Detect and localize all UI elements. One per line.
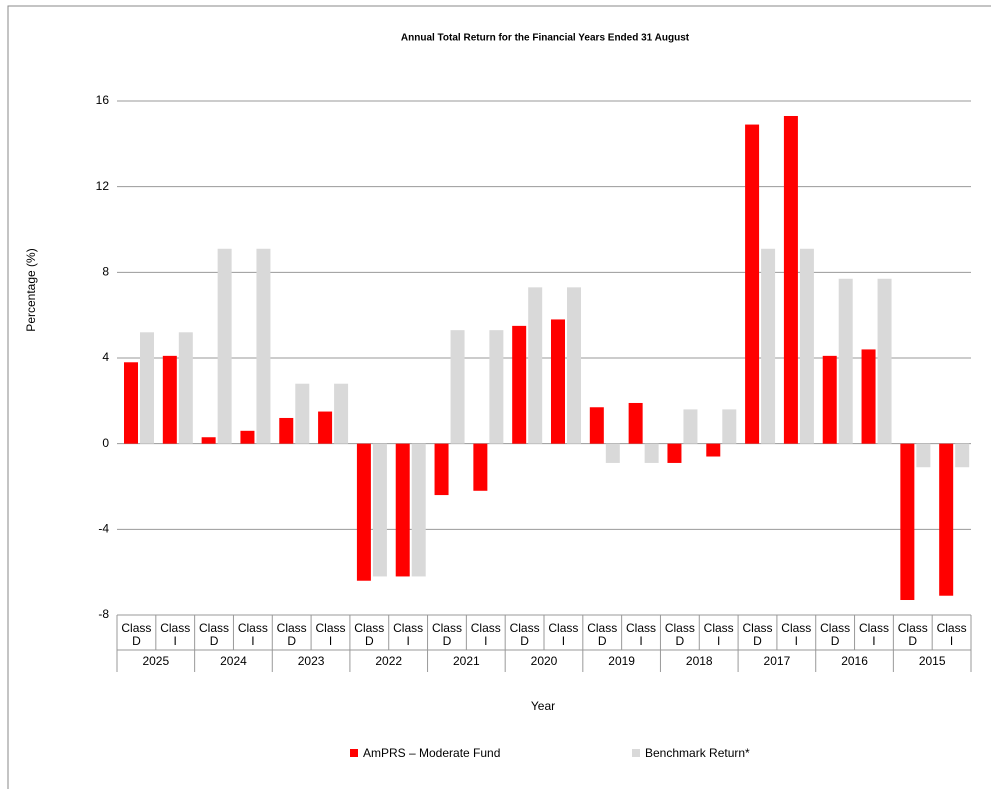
y-tick-label: -4 <box>98 522 109 536</box>
x-tick-label: Class I <box>393 621 424 648</box>
x-tick-label: Class I <box>703 621 734 648</box>
bar <box>162 355 177 444</box>
bar <box>628 402 643 444</box>
bar <box>799 248 814 444</box>
x-tick-label: Class I <box>626 621 657 648</box>
bar <box>644 443 659 463</box>
bar <box>783 115 798 444</box>
bar <box>900 443 915 601</box>
x-tick-label: Class I <box>548 621 579 648</box>
legend-swatch <box>350 749 358 757</box>
y-axis-label: Percentage (%) <box>24 248 38 331</box>
x-group-label: 2023 <box>298 654 325 668</box>
x-group-label: 2024 <box>220 654 247 668</box>
x-group-label: 2018 <box>686 654 713 668</box>
x-tick-label: Class D <box>354 621 385 648</box>
bar <box>256 248 271 444</box>
x-tick-label: Class D <box>509 621 540 648</box>
x-tick-label: Class I <box>160 621 191 648</box>
bar <box>605 443 620 463</box>
x-group-label: 2017 <box>764 654 791 668</box>
y-tick-label: 12 <box>96 179 110 193</box>
bar <box>124 362 138 444</box>
chart-title: Annual Total Return for the Financial Ye… <box>401 33 690 44</box>
x-group-label: 2019 <box>608 654 635 668</box>
x-group-label: 2025 <box>142 654 169 668</box>
x-tick-label: Class D <box>664 621 695 648</box>
y-tick-label: 8 <box>102 265 109 279</box>
x-tick-label: Class I <box>237 621 268 648</box>
bar <box>140 332 154 444</box>
x-group-label: 2016 <box>841 654 868 668</box>
x-tick-label: Class D <box>820 621 851 648</box>
bar <box>201 437 216 444</box>
bar <box>706 443 721 457</box>
bar <box>955 443 970 468</box>
bar <box>356 443 371 581</box>
bar <box>551 319 565 444</box>
x-tick-label: Class I <box>470 621 501 648</box>
bar <box>861 349 876 444</box>
bar <box>667 443 682 463</box>
bar <box>178 332 193 444</box>
bar <box>838 278 853 444</box>
x-group-label: 2021 <box>453 654 480 668</box>
x-group-label: 2020 <box>531 654 558 668</box>
bar <box>567 287 581 444</box>
y-tick-label: -8 <box>98 607 109 621</box>
bar <box>822 355 837 444</box>
bar <box>217 248 232 444</box>
bar <box>372 443 387 577</box>
x-tick-label: Class I <box>858 621 889 648</box>
frame <box>7 5 991 789</box>
y-tick-label: 4 <box>102 350 109 364</box>
x-tick-label: Class D <box>742 621 773 648</box>
bar <box>683 409 698 444</box>
legend-label: AmPRS – Moderate Fund <box>363 746 500 760</box>
legend-label: Benchmark Return* <box>645 746 750 760</box>
bar <box>877 278 892 444</box>
bar <box>589 407 604 444</box>
legend-swatch <box>632 749 640 757</box>
bar <box>761 248 776 444</box>
bar <box>395 443 410 577</box>
x-tick-label: Class D <box>431 621 462 648</box>
x-tick-label: Class D <box>587 621 618 648</box>
bar <box>450 330 465 444</box>
bar <box>434 443 449 496</box>
x-tick-label: Class I <box>936 621 967 648</box>
x-axis-label: Year <box>531 699 555 713</box>
x-tick-label: Class D <box>121 621 152 648</box>
x-tick-label: Class I <box>315 621 346 648</box>
bar <box>334 383 349 444</box>
bar <box>489 330 504 444</box>
x-group-label: 2022 <box>375 654 402 668</box>
bar <box>528 287 543 444</box>
bar <box>318 411 333 444</box>
bar <box>745 124 760 444</box>
bar <box>240 430 255 444</box>
x-group-label: 2015 <box>919 654 946 668</box>
x-tick-label: Class D <box>199 621 230 648</box>
bar <box>916 443 931 468</box>
y-tick-label: 0 <box>102 436 109 450</box>
bar <box>473 443 488 491</box>
bar <box>939 443 954 596</box>
y-tick-label: 16 <box>96 93 110 107</box>
x-tick-label: Class D <box>897 621 928 648</box>
bar <box>411 443 426 577</box>
x-tick-label: Class D <box>276 621 307 648</box>
bar <box>512 325 527 444</box>
bar <box>295 383 310 444</box>
bar <box>279 417 294 444</box>
x-tick-label: Class I <box>781 621 812 648</box>
bar <box>722 409 737 444</box>
